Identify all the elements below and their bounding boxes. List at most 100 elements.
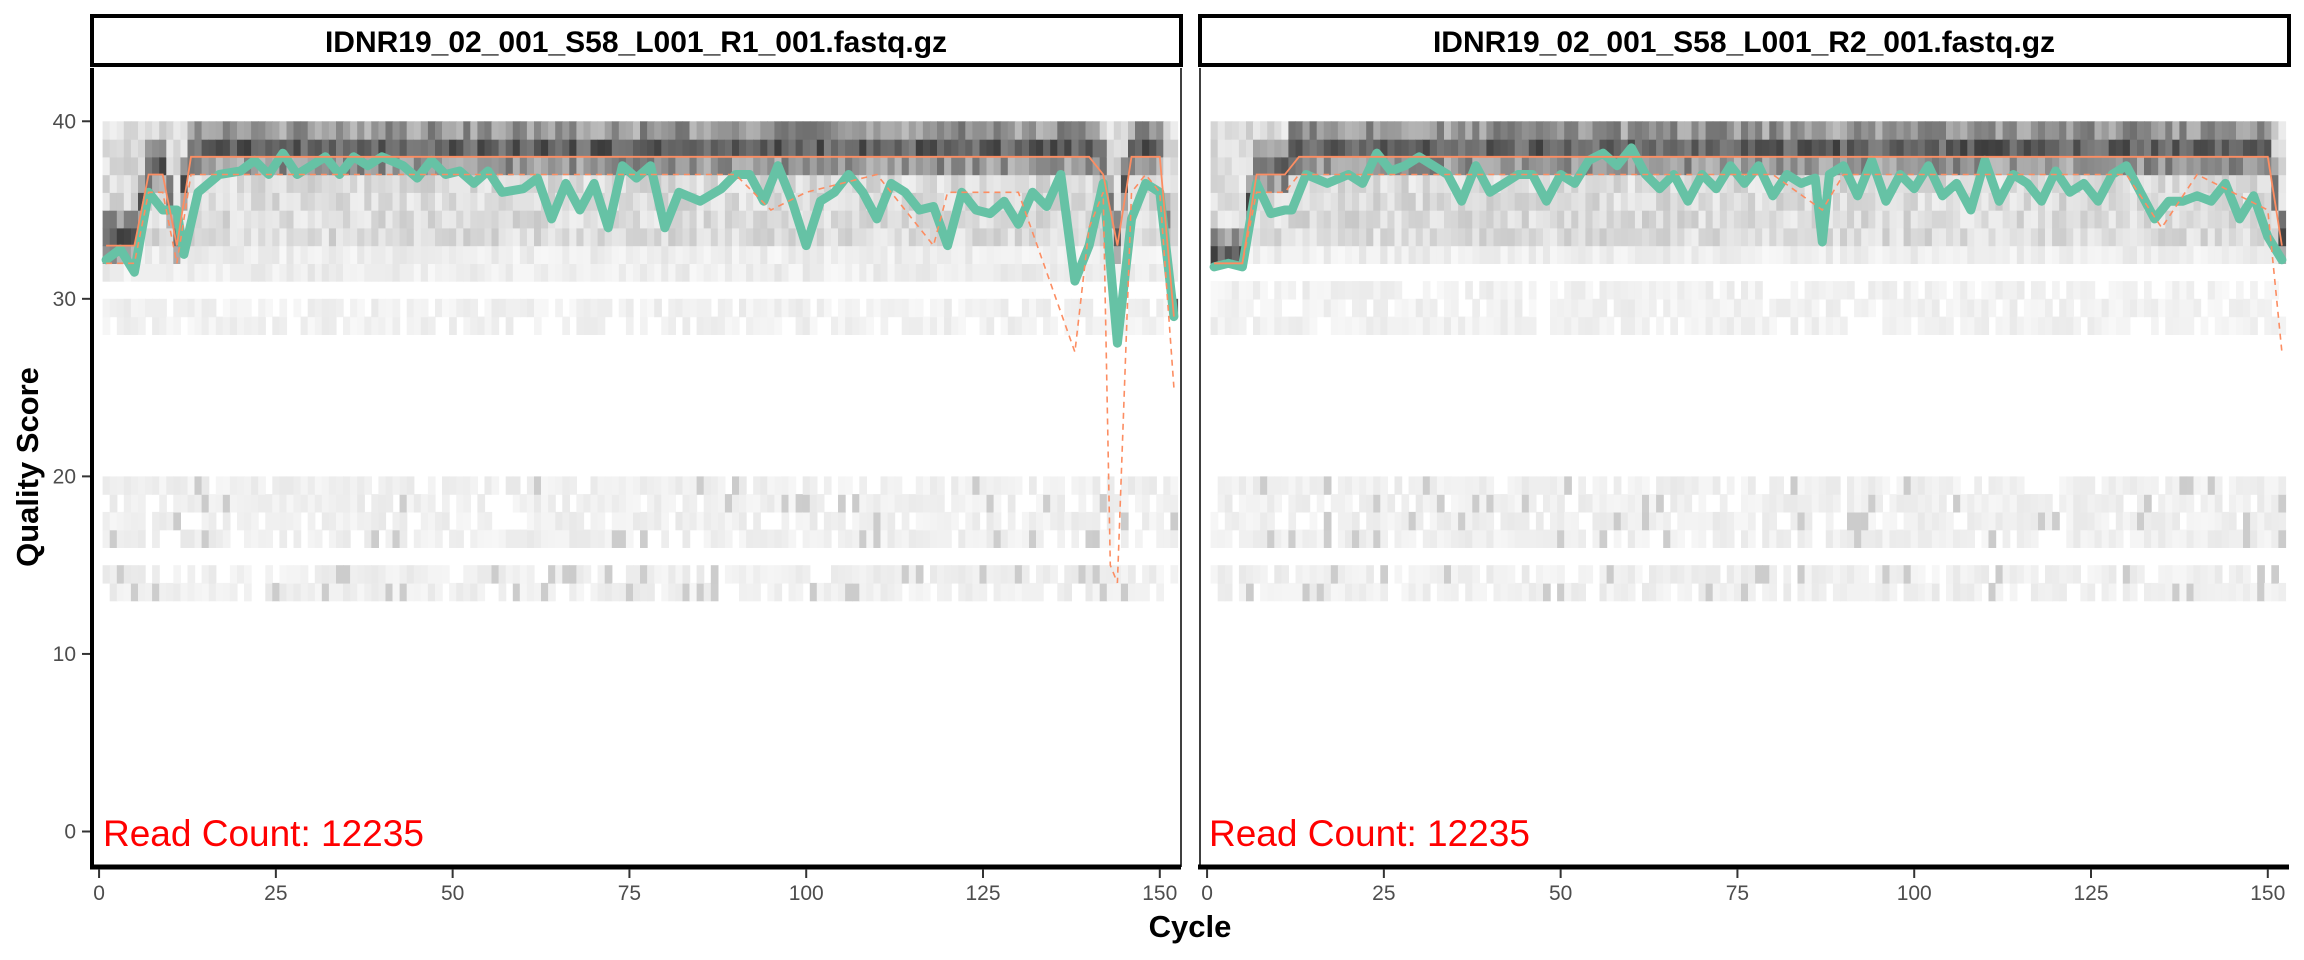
heat-tile [208,565,217,584]
heat-tile [1210,529,1219,548]
heat-tile [668,245,676,264]
heat-tile [597,139,606,158]
heat-tile [1557,156,1565,176]
heat-tile [1882,245,1891,264]
heat-tile [724,227,733,247]
heat-tile [1627,174,1636,193]
heat-tile [364,582,372,602]
heat-tile [477,174,486,193]
heat-tile [2221,529,2230,548]
heat-tile [152,298,160,318]
heat-tile [406,192,415,211]
heat-tile [413,494,422,513]
heat-tile [498,174,507,193]
x-tick-label: 50 [1549,882,1572,905]
x-tick-label: 150 [1142,882,1177,905]
heat-tile [986,565,995,584]
heat-tile [2271,156,2279,176]
heat-tile [2101,582,2110,602]
heat-tile [1677,121,1685,140]
heat-tile [2023,227,2032,247]
heat-tile [1656,156,1664,176]
heat-tile [2165,582,2173,602]
heat-tile [1415,494,1424,513]
heat-tile [1050,121,1058,140]
heat-tile [187,582,196,602]
heat-tile [1366,582,1374,602]
heat-tile [795,316,804,335]
heat-tile [1422,227,1431,247]
heat-tile [710,263,719,282]
heat-tile [668,476,676,495]
heat-tile [809,139,818,158]
heat-tile [668,263,676,282]
heat-tile [562,139,570,158]
heat-tile [1309,174,1318,193]
heat-tile [979,245,988,264]
heat-tile [611,529,620,548]
heat-tile [109,565,118,584]
heat-tile [1995,227,2004,247]
heat-tile [470,565,478,584]
heat-tile [1014,139,1023,158]
heat-tile [222,529,231,548]
heat-tile [2009,316,2018,335]
heat-tile [548,565,556,584]
heat-tile [1429,511,1438,531]
median-line [1214,155,2283,265]
heat-tile [2271,210,2279,229]
heat-tile [1170,529,1179,548]
heat-tile [831,316,839,335]
heat-tile [1719,139,1728,158]
heat-tile [1210,174,1219,193]
heat-tile [1564,192,1572,211]
heat-tile [1698,156,1707,176]
heat-tile [2094,511,2103,531]
heat-tile [102,316,111,335]
heat-tile [1352,192,1360,211]
heat-tile [1953,139,1961,158]
heat-tile [1797,476,1806,495]
heat-tile [1995,139,2004,158]
heat-tile [1840,210,1848,229]
heat-tile [2094,139,2103,158]
heat-tile [109,156,118,176]
heat-tile [1613,511,1622,531]
heat-tile [576,494,585,513]
heat-tile [1163,494,1171,513]
heat-tile [1649,565,1657,584]
heat-tile [816,139,825,158]
heat-tile [1557,298,1565,318]
heat-tile [1050,511,1058,531]
heat-tile [1514,156,1523,176]
heat-tile [2023,121,2032,140]
heat-tile [1113,263,1122,282]
heat-tile [1238,529,1247,548]
heat-tile [739,245,747,264]
heat-tile [873,529,882,548]
heat-tile [116,582,125,602]
heat-tile [512,476,521,495]
heat-tile [1050,263,1058,282]
heat-tile [328,121,337,140]
heat-tile [251,511,259,531]
heat-tile [1057,121,1065,140]
heat-tile [958,494,966,513]
heat-tile [1712,529,1721,548]
heat-tile [1578,582,1586,602]
heat-tile [2228,139,2237,158]
heat-tile [392,316,401,335]
heat-tile [2158,174,2166,193]
heat-tile [1910,565,1919,584]
heat-tile [2002,565,2011,584]
heat-tile [1656,582,1664,602]
heat-tile [1995,582,2004,602]
heat-tile [1903,494,1912,513]
heat-tile [682,210,691,229]
heat-tile [661,511,669,531]
heat-tile [371,174,379,193]
heat-tile [1535,139,1544,158]
heat-tile [1924,245,1933,264]
heat-tile [2250,476,2258,495]
heat-tile [2236,192,2244,211]
